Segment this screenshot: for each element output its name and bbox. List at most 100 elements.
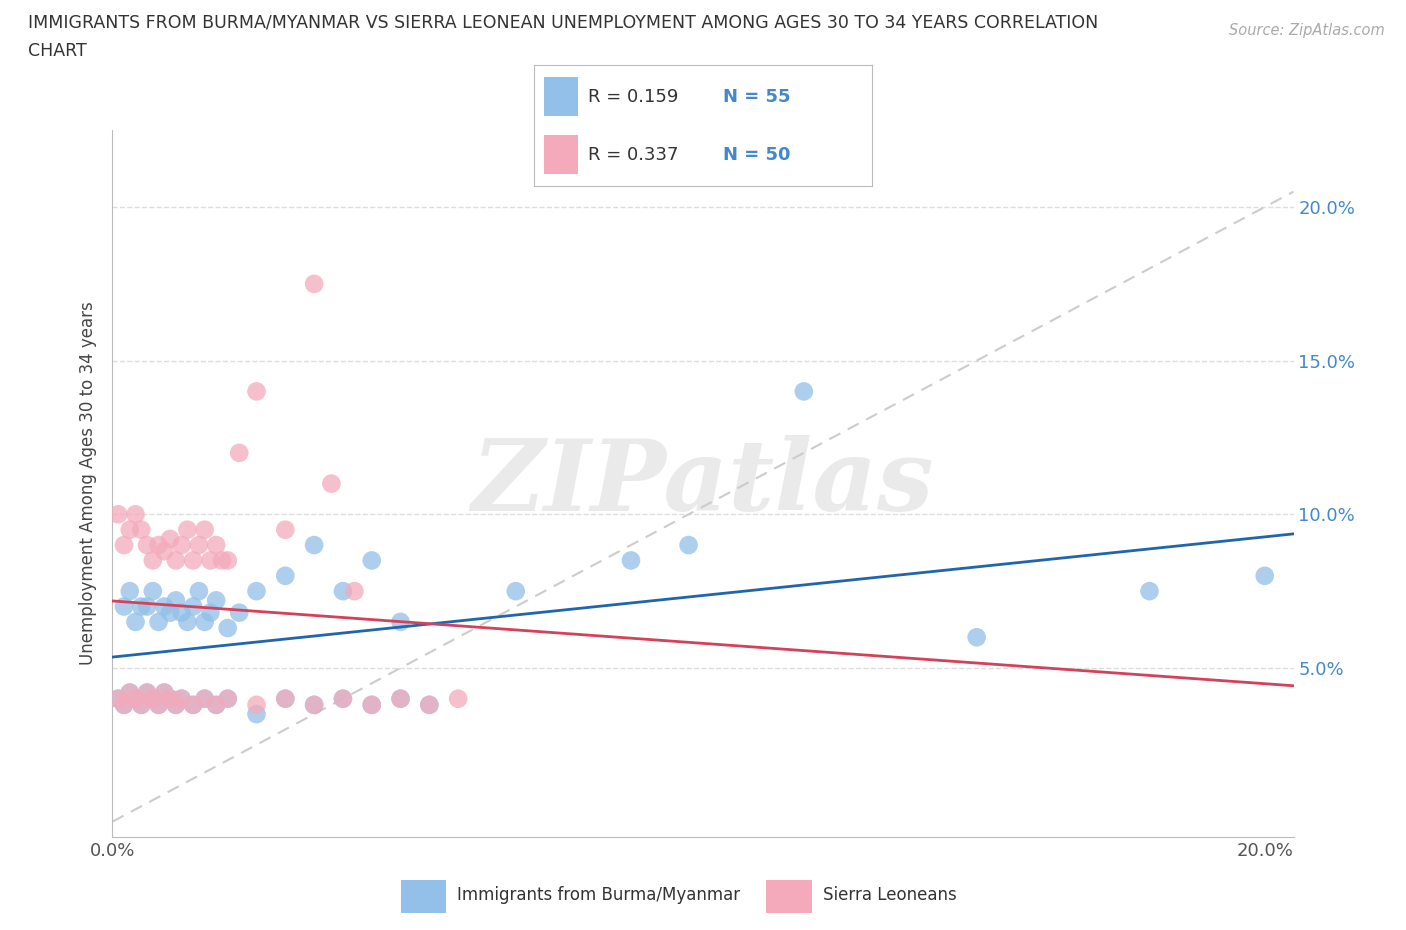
- Point: [217, 620, 239, 635]
- Point: [181, 698, 204, 712]
- Point: [228, 445, 250, 460]
- Point: [118, 584, 141, 599]
- Point: [389, 691, 412, 706]
- Point: [129, 599, 152, 614]
- Point: [165, 698, 187, 712]
- Point: [389, 691, 412, 706]
- Point: [165, 593, 187, 608]
- Text: ZIPatlas: ZIPatlas: [472, 435, 934, 532]
- Text: Immigrants from Burma/Myanmar: Immigrants from Burma/Myanmar: [457, 886, 740, 904]
- Point: [332, 584, 354, 599]
- Point: [205, 538, 228, 552]
- Point: [181, 599, 204, 614]
- Point: [159, 691, 181, 706]
- Point: [153, 544, 176, 559]
- Point: [148, 698, 170, 712]
- Point: [136, 685, 159, 700]
- Point: [332, 691, 354, 706]
- Point: [274, 691, 297, 706]
- Point: [447, 691, 470, 706]
- Point: [176, 523, 198, 538]
- Point: [966, 630, 988, 644]
- Point: [148, 698, 170, 712]
- Point: [389, 615, 412, 630]
- Point: [142, 691, 165, 706]
- Bar: [401, 880, 447, 913]
- Text: N = 55: N = 55: [723, 87, 790, 105]
- Point: [302, 538, 325, 552]
- Point: [1139, 584, 1161, 599]
- Point: [205, 593, 228, 608]
- Text: Source: ZipAtlas.com: Source: ZipAtlas.com: [1229, 23, 1385, 38]
- Point: [170, 538, 193, 552]
- Point: [159, 531, 181, 546]
- Point: [194, 691, 217, 706]
- Point: [228, 605, 250, 620]
- Point: [112, 698, 135, 712]
- Point: [107, 691, 129, 706]
- Point: [360, 698, 382, 712]
- Point: [332, 691, 354, 706]
- Point: [274, 568, 297, 583]
- Point: [129, 698, 152, 712]
- Point: [418, 698, 440, 712]
- Point: [176, 615, 198, 630]
- Point: [194, 691, 217, 706]
- Point: [1254, 568, 1277, 583]
- Point: [118, 685, 141, 700]
- Text: R = 0.159: R = 0.159: [588, 87, 679, 105]
- Point: [153, 685, 176, 700]
- Text: N = 50: N = 50: [723, 146, 790, 164]
- Point: [205, 698, 228, 712]
- Point: [187, 538, 209, 552]
- Point: [153, 599, 176, 614]
- Point: [678, 538, 700, 552]
- Point: [245, 384, 267, 399]
- Bar: [766, 880, 813, 913]
- Y-axis label: Unemployment Among Ages 30 to 34 years: Unemployment Among Ages 30 to 34 years: [79, 301, 97, 666]
- Point: [136, 685, 159, 700]
- Point: [418, 698, 440, 712]
- Point: [124, 507, 146, 522]
- Point: [142, 584, 165, 599]
- Point: [159, 605, 181, 620]
- Point: [343, 584, 366, 599]
- Point: [112, 698, 135, 712]
- Point: [170, 605, 193, 620]
- Point: [793, 384, 815, 399]
- Point: [165, 698, 187, 712]
- Point: [620, 553, 643, 568]
- Point: [181, 553, 204, 568]
- Point: [194, 523, 217, 538]
- Point: [112, 538, 135, 552]
- Point: [187, 584, 209, 599]
- Point: [505, 584, 527, 599]
- Point: [148, 538, 170, 552]
- Bar: [544, 135, 578, 174]
- Point: [360, 553, 382, 568]
- Point: [107, 507, 129, 522]
- Point: [217, 553, 239, 568]
- Point: [153, 685, 176, 700]
- Point: [200, 605, 222, 620]
- Point: [136, 599, 159, 614]
- Point: [181, 698, 204, 712]
- Point: [200, 553, 222, 568]
- Bar: [544, 77, 578, 116]
- Point: [321, 476, 343, 491]
- Point: [360, 698, 382, 712]
- Point: [245, 584, 267, 599]
- Point: [136, 538, 159, 552]
- Point: [211, 553, 233, 568]
- Text: IMMIGRANTS FROM BURMA/MYANMAR VS SIERRA LEONEAN UNEMPLOYMENT AMONG AGES 30 TO 34: IMMIGRANTS FROM BURMA/MYANMAR VS SIERRA …: [28, 14, 1098, 32]
- Point: [194, 615, 217, 630]
- Point: [245, 698, 267, 712]
- Point: [142, 553, 165, 568]
- Point: [124, 691, 146, 706]
- Point: [129, 698, 152, 712]
- Point: [217, 691, 239, 706]
- Point: [118, 685, 141, 700]
- Point: [118, 523, 141, 538]
- Point: [170, 691, 193, 706]
- Point: [159, 691, 181, 706]
